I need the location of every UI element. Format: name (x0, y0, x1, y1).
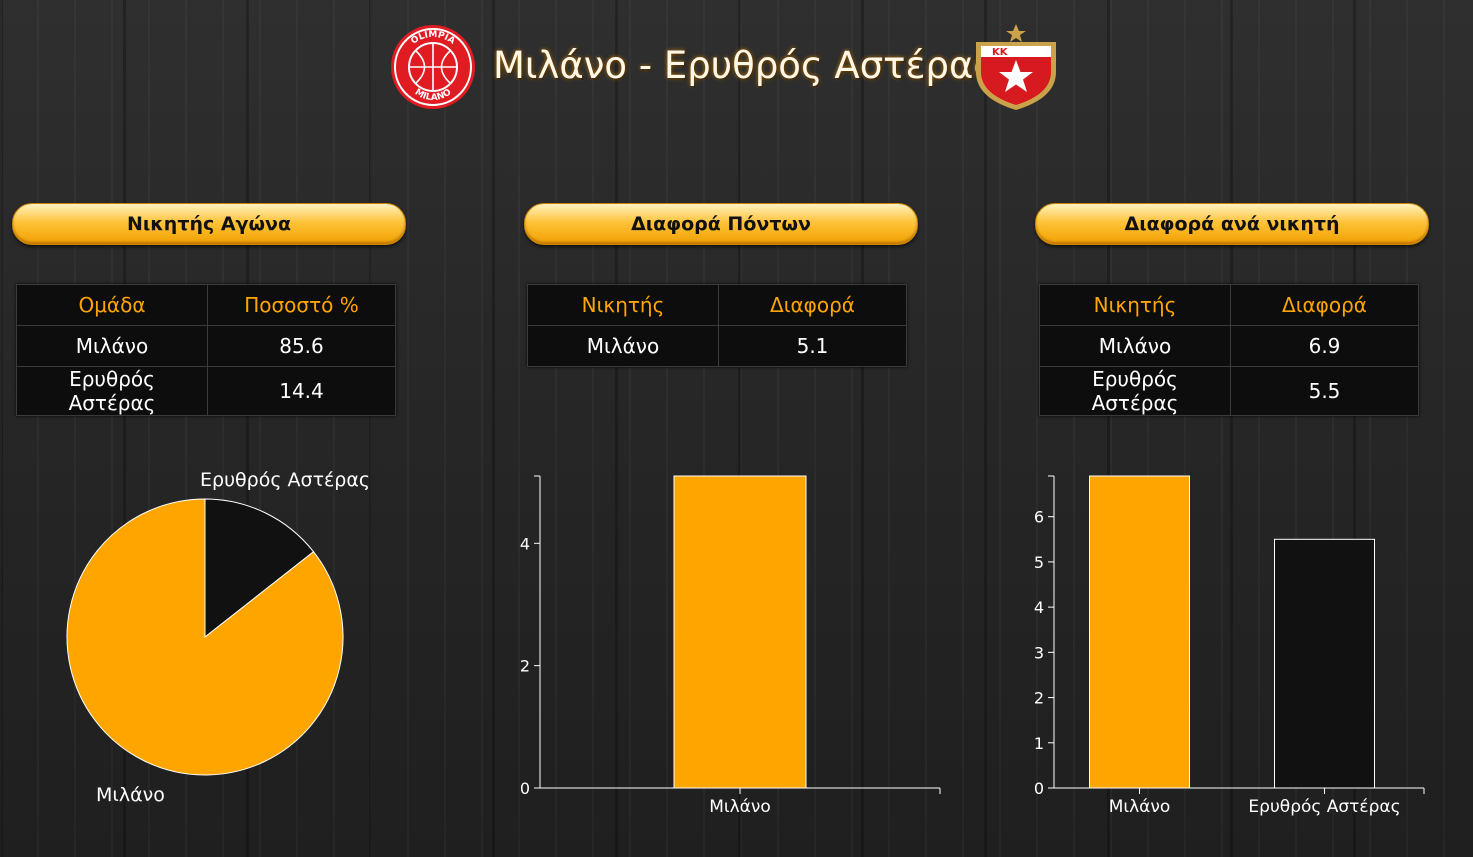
table-cell: 85.6 (207, 325, 396, 367)
table-cell: 6.9 (1230, 325, 1419, 367)
logo-text-top: OLIMPIA (409, 30, 456, 47)
table-row: Μιλάνο 85.6 (16, 325, 396, 367)
bar (1089, 475, 1190, 789)
x-tick-label: Μιλάνο (709, 797, 771, 817)
pie-label: Ερυθρός Αστέρας (200, 469, 370, 491)
pie-label: Μιλάνο (96, 784, 165, 806)
x-tick-label: Μιλάνο (1109, 797, 1171, 817)
y-tick-label: 1 (1034, 734, 1044, 753)
table-header-cell: Ποσοστό % (207, 284, 396, 326)
diff-per-winner-bar-chart: 0 1 2 3 4 5 6 Μιλάνο Ερυθρός Αστέρας (1034, 475, 1425, 817)
table-cell: Μιλάνο (527, 325, 719, 367)
table-header-row: Νικητής Διαφορά (1039, 284, 1419, 326)
logo-kk-text: KK (992, 47, 1009, 58)
y-tick-label: 4 (520, 534, 530, 553)
logo-text-bottom: MILANO (413, 87, 454, 103)
points-diff-bar-chart: 0 2 4 Μιλάνο (520, 475, 941, 817)
points-diff-table: Νικητής Διαφορά Μιλάνο 5.1 (527, 284, 907, 367)
panel-heading-points-diff: Διαφορά Πόντων (524, 203, 918, 245)
svg-text:OLIMPIA: OLIMPIA (409, 30, 456, 47)
page-title: Μιλάνο - Ερυθρός Αστέρας (493, 44, 996, 87)
table-header-row: Ομάδα Ποσοστό % (16, 284, 396, 326)
table-cell: Μιλάνο (16, 325, 208, 367)
olimpia-milano-logo: OLIMPIA MILANO (391, 25, 475, 109)
panel-heading-diff-per-winner: Διαφορά ανά νικητή (1035, 203, 1429, 245)
table-cell: 5.5 (1230, 366, 1419, 416)
table-header-cell: Νικητής (1039, 284, 1231, 326)
y-tick-label: 0 (1034, 779, 1044, 798)
table-header-cell: Διαφορά (718, 284, 907, 326)
table-cell: Ερυθρός Αστέρας (1039, 366, 1231, 416)
table-row: Μιλάνο 6.9 (1039, 325, 1419, 367)
table-cell: Μιλάνο (1039, 325, 1231, 367)
table-header-cell: Διαφορά (1230, 284, 1419, 326)
bar (673, 475, 807, 789)
winner-pie-chart: Ερυθρός Αστέρας Μιλάνο (66, 469, 370, 806)
y-tick-label: 2 (1034, 689, 1044, 708)
y-tick-label: 0 (520, 779, 530, 798)
pie-slice (66, 498, 344, 776)
table-header-cell: Ομάδα (16, 284, 208, 326)
table-cell: Ερυθρός Αστέρας (16, 366, 208, 416)
crvena-zvezda-logo: KK (976, 24, 1056, 110)
y-tick-label: 5 (1034, 553, 1044, 572)
bar (1274, 538, 1375, 789)
table-cell: 5.1 (718, 325, 907, 367)
y-tick-label: 2 (520, 657, 530, 676)
table-header-cell: Νικητής (527, 284, 719, 326)
x-tick-label: Ερυθρός Αστέρας (1248, 797, 1400, 817)
table-row: Ερυθρός Αστέρας 14.4 (16, 366, 396, 416)
diff-per-winner-table: Νικητής Διαφορά Μιλάνο 6.9 Ερυθρός Αστέρ… (1039, 284, 1419, 416)
svg-text:MILANO: MILANO (413, 87, 454, 103)
y-tick-label: 6 (1034, 508, 1044, 527)
table-header-row: Νικητής Διαφορά (527, 284, 907, 326)
y-tick-label: 3 (1034, 643, 1044, 662)
table-row: Ερυθρός Αστέρας 5.5 (1039, 366, 1419, 416)
pie-slice (204, 498, 315, 639)
table-cell: 14.4 (207, 366, 396, 416)
y-tick-label: 4 (1034, 598, 1044, 617)
panel-heading-winner: Νικητής Αγώνα (12, 203, 406, 245)
table-row: Μιλάνο 5.1 (527, 325, 907, 367)
winner-table: Ομάδα Ποσοστό % Μιλάνο 85.6 Ερυθρός Αστέ… (16, 284, 396, 416)
